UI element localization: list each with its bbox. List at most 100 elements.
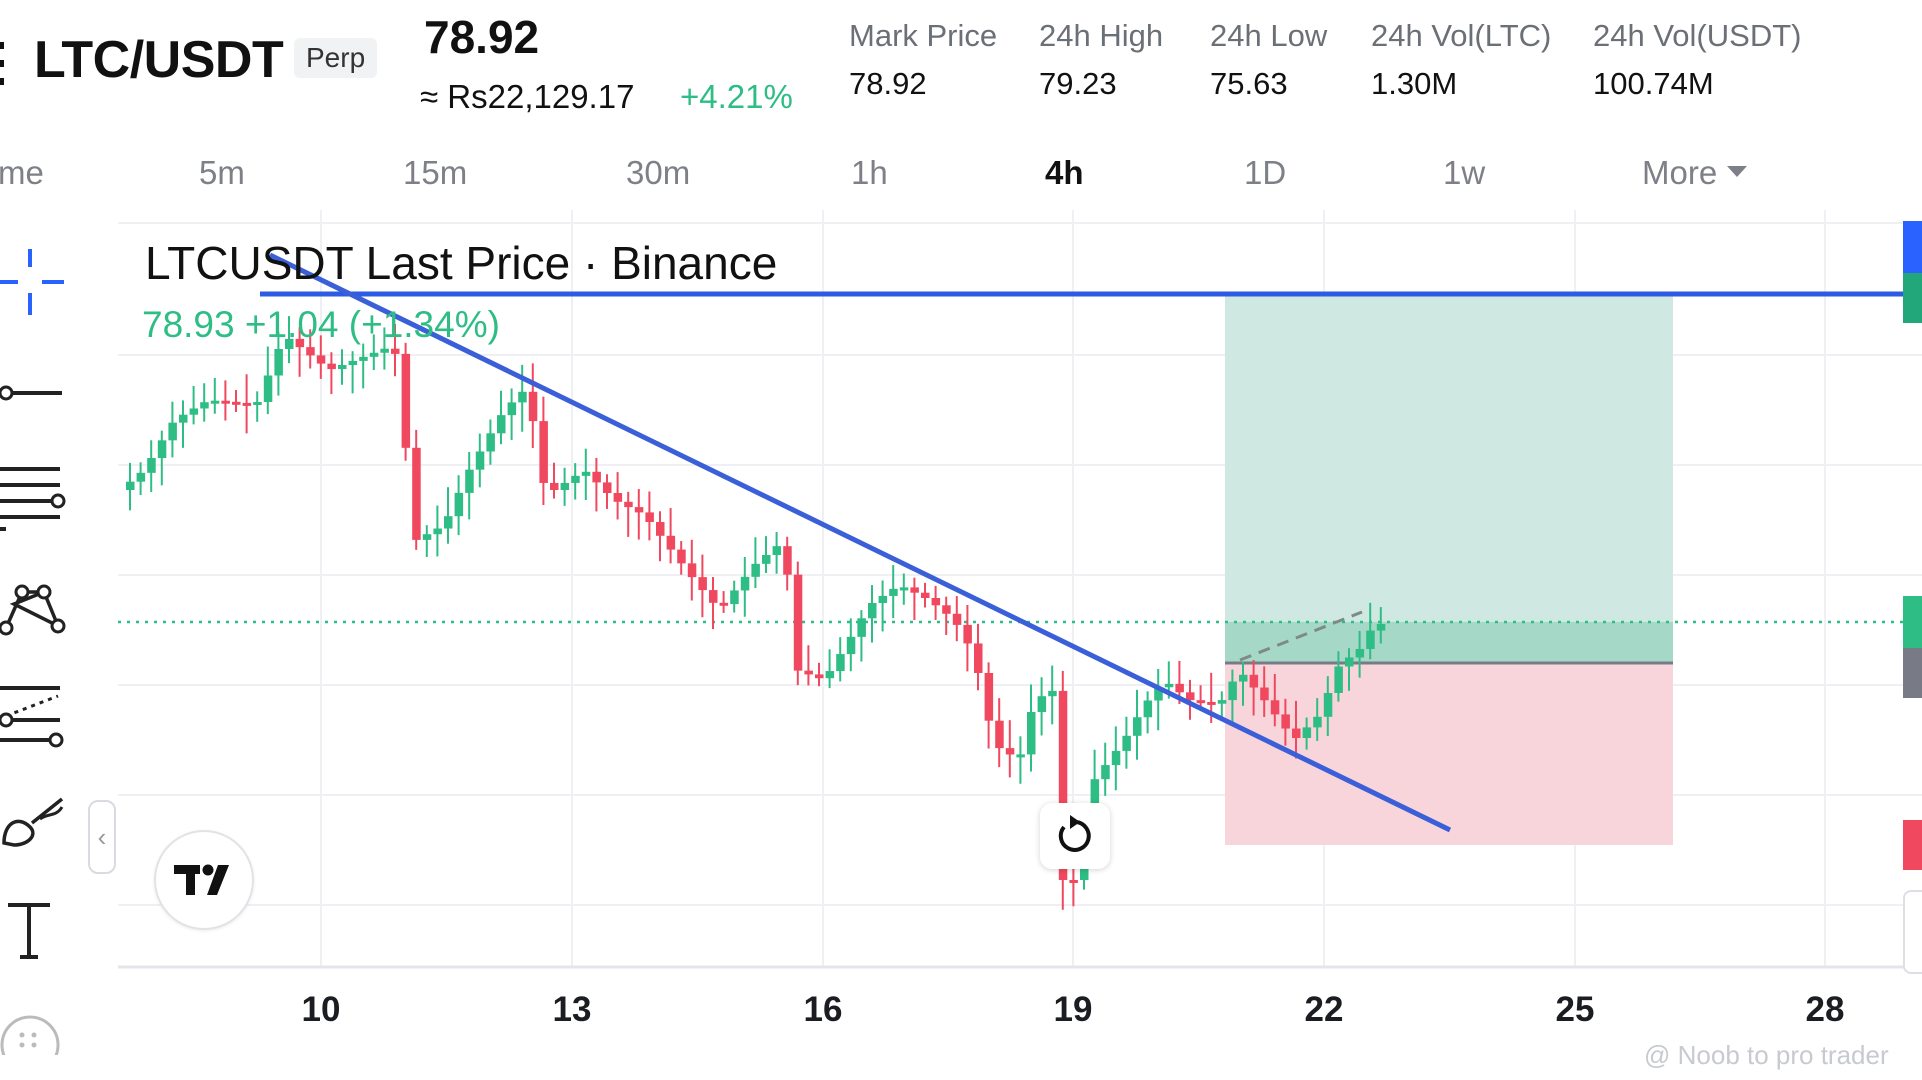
stop-price-tag xyxy=(1903,820,1922,870)
candle-body xyxy=(465,469,474,493)
menu-icon[interactable] xyxy=(0,42,8,86)
tab-1h[interactable]: 1h xyxy=(851,154,888,191)
candle-body xyxy=(793,574,803,671)
candle-body xyxy=(942,605,951,614)
candle-body xyxy=(391,348,400,354)
reset-chart-button[interactable] xyxy=(1040,803,1110,869)
candle-body xyxy=(772,546,782,555)
candle-body xyxy=(200,402,209,409)
candle-body xyxy=(1302,727,1312,738)
candle-body xyxy=(1143,700,1153,718)
tab-1w[interactable]: 1w xyxy=(1443,154,1486,191)
candle-body xyxy=(783,546,792,575)
candle-body xyxy=(878,595,888,603)
watermark: @ Noob to pro trader xyxy=(1644,1040,1889,1070)
candle-body xyxy=(232,401,241,405)
text-icon[interactable] xyxy=(0,901,80,961)
candle-body xyxy=(179,414,188,423)
candle-body xyxy=(613,493,623,502)
tab-30m[interactable]: 30m xyxy=(626,154,691,191)
candle-body xyxy=(1122,735,1131,751)
pair-symbol[interactable]: LTC/USDT xyxy=(34,31,284,89)
candle-body xyxy=(327,363,336,370)
more-tools-icon[interactable] xyxy=(0,1003,80,1055)
crosshair-icon[interactable] xyxy=(0,245,80,320)
candle-body xyxy=(1016,754,1025,758)
candle-body xyxy=(592,471,601,483)
candle-body xyxy=(751,563,760,577)
position-path-line xyxy=(1239,610,1363,662)
last-price: 78.92 xyxy=(424,11,540,63)
candle-body xyxy=(274,349,283,376)
candle-body xyxy=(846,636,856,655)
candle-body xyxy=(528,391,538,422)
change-percent: +4.21% xyxy=(680,78,793,115)
fib-retracement-icon[interactable] xyxy=(0,463,80,533)
candle-body xyxy=(857,618,866,637)
candle-body xyxy=(1249,674,1259,688)
candle-body xyxy=(1239,674,1248,682)
candle-body xyxy=(210,400,220,404)
forecast-icon[interactable] xyxy=(0,682,80,748)
tradingview-logo[interactable] xyxy=(154,830,254,930)
x-axis-label: 28 xyxy=(1805,990,1845,1029)
stat-value-24h-vol-usdt: 100.74M xyxy=(1593,66,1714,101)
candle-body xyxy=(1260,687,1269,701)
price-tag-blue xyxy=(1903,221,1922,273)
candle-body xyxy=(539,421,548,483)
profit-target-zone[interactable] xyxy=(1225,295,1673,663)
tab-5m[interactable]: 5m xyxy=(199,154,245,191)
candle-body xyxy=(1037,696,1047,712)
candle-body xyxy=(401,353,411,448)
candle-body xyxy=(338,365,347,370)
candle-body xyxy=(380,348,389,353)
tab-1d[interactable]: 1D xyxy=(1244,154,1287,191)
candle-body xyxy=(518,391,527,403)
candle-body xyxy=(306,347,315,356)
candle-body xyxy=(687,563,697,578)
candle-body xyxy=(444,516,453,529)
position-fill-zone xyxy=(1225,622,1673,663)
candle-body xyxy=(815,674,824,679)
ticker-header: LTC/USDT Perp 78.92 ≈ Rs22,129.17 +4.21%… xyxy=(0,0,1922,135)
candle-body xyxy=(433,528,442,535)
descending-trendline[interactable] xyxy=(268,252,1452,833)
chart-legend-title: LTCUSDT Last Price · Binance xyxy=(145,237,778,289)
candle-body xyxy=(189,408,199,415)
candle-body xyxy=(126,481,135,490)
tab-more[interactable]: More xyxy=(1642,154,1748,192)
candle-body xyxy=(369,352,379,357)
chart-legend-values: 78.93 +1.04 (+1.34%) xyxy=(142,304,500,345)
price-tag-green xyxy=(1903,273,1922,323)
candle-body xyxy=(242,402,252,406)
candle-body xyxy=(1355,648,1365,658)
candle-body xyxy=(253,402,262,405)
candle-body xyxy=(868,603,877,619)
candle-body xyxy=(157,440,167,458)
candle-body xyxy=(952,613,962,625)
right-scale-handle[interactable] xyxy=(1903,890,1922,974)
candle-body xyxy=(645,512,654,523)
candle-body xyxy=(1334,666,1343,693)
collapse-toolbar-button[interactable]: ‹ xyxy=(88,800,116,874)
tab-15m[interactable]: 15m xyxy=(403,154,468,191)
candle-body xyxy=(348,360,358,365)
candle-body xyxy=(836,654,845,672)
stat-label-mark-price: Mark Price xyxy=(849,18,998,53)
candle-body xyxy=(1111,750,1121,766)
candle-body xyxy=(263,375,273,402)
brush-icon[interactable] xyxy=(0,793,80,853)
tab-timeframe-time[interactable]: me xyxy=(0,154,44,191)
candle-body xyxy=(1027,712,1036,755)
candle-body xyxy=(1228,681,1237,701)
candle-body xyxy=(698,577,707,591)
pattern-icon[interactable] xyxy=(0,570,80,640)
candle-body xyxy=(454,492,464,517)
candle-body xyxy=(1175,683,1184,693)
tab-4h[interactable]: 4h xyxy=(1045,154,1084,191)
candle-body xyxy=(1313,716,1322,728)
candle-body xyxy=(1366,630,1375,649)
x-axis-label: 13 xyxy=(552,990,592,1029)
horizontal-line-icon[interactable] xyxy=(0,375,80,411)
